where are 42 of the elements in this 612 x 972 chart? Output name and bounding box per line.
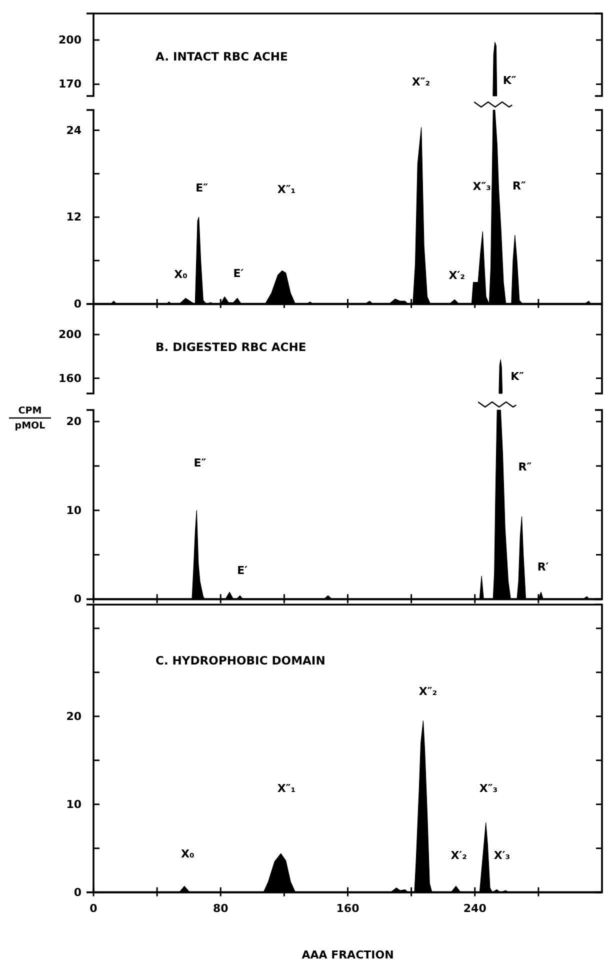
y-tick-label: 200 [58, 34, 82, 47]
annotation: X″₂ [418, 685, 438, 698]
annotation: E′ [233, 267, 244, 280]
annotation: X″₂ [412, 76, 430, 89]
annotation: K″ [510, 370, 524, 383]
y-tick-label: 0 [74, 298, 82, 311]
x-tick-label: 240 [463, 902, 487, 916]
annotation: K″ [502, 74, 516, 87]
x-axis-title: AAA FRACTION [302, 948, 394, 962]
y-tick-label: 20 [66, 415, 82, 428]
y-tick-label: 0 [74, 592, 82, 606]
annotation: X″₃ [472, 180, 492, 194]
annotation: R″ [518, 460, 532, 474]
y-tick-label: 0 [74, 886, 82, 899]
text: C. HYDROPHOBIC DOMAIN [156, 654, 326, 668]
annotation: X′₂ [450, 848, 468, 862]
y-tick-label: 12 [66, 210, 82, 224]
annotation: X₀ [174, 268, 188, 282]
annotation: X″₁ [277, 782, 296, 796]
annotation: X″₁ [277, 183, 296, 196]
text: A. INTACT RBC ACHE [156, 50, 288, 64]
annotation: E″ [194, 456, 206, 470]
annotation: R′ [537, 560, 549, 574]
annotation: X′₂ [448, 269, 466, 282]
annotation: R″ [512, 180, 526, 193]
text: B. DIGESTED RBC ACHE [156, 340, 306, 354]
y-tick-label: 200 [58, 328, 82, 342]
y-tick-label: 160 [58, 372, 82, 385]
annotation: X″₃ [479, 782, 498, 796]
annotation: E″ [196, 182, 208, 195]
annotation: E′ [237, 564, 248, 578]
y-tick-label: 24 [66, 124, 82, 137]
y-tick-label: 10 [66, 798, 82, 811]
x-tick-label: 0 [90, 902, 98, 916]
x-tick-label: 160 [336, 902, 360, 916]
y-tick-label: 10 [66, 504, 82, 517]
annotation: X₀ [181, 848, 195, 861]
y-tick-label: 170 [58, 78, 82, 91]
y-tick-label: 20 [66, 710, 82, 723]
x-tick-label: 80 [212, 902, 229, 916]
annotation: X′₃ [494, 848, 510, 862]
y-axis-title: CPM pMOL [14, 406, 46, 432]
